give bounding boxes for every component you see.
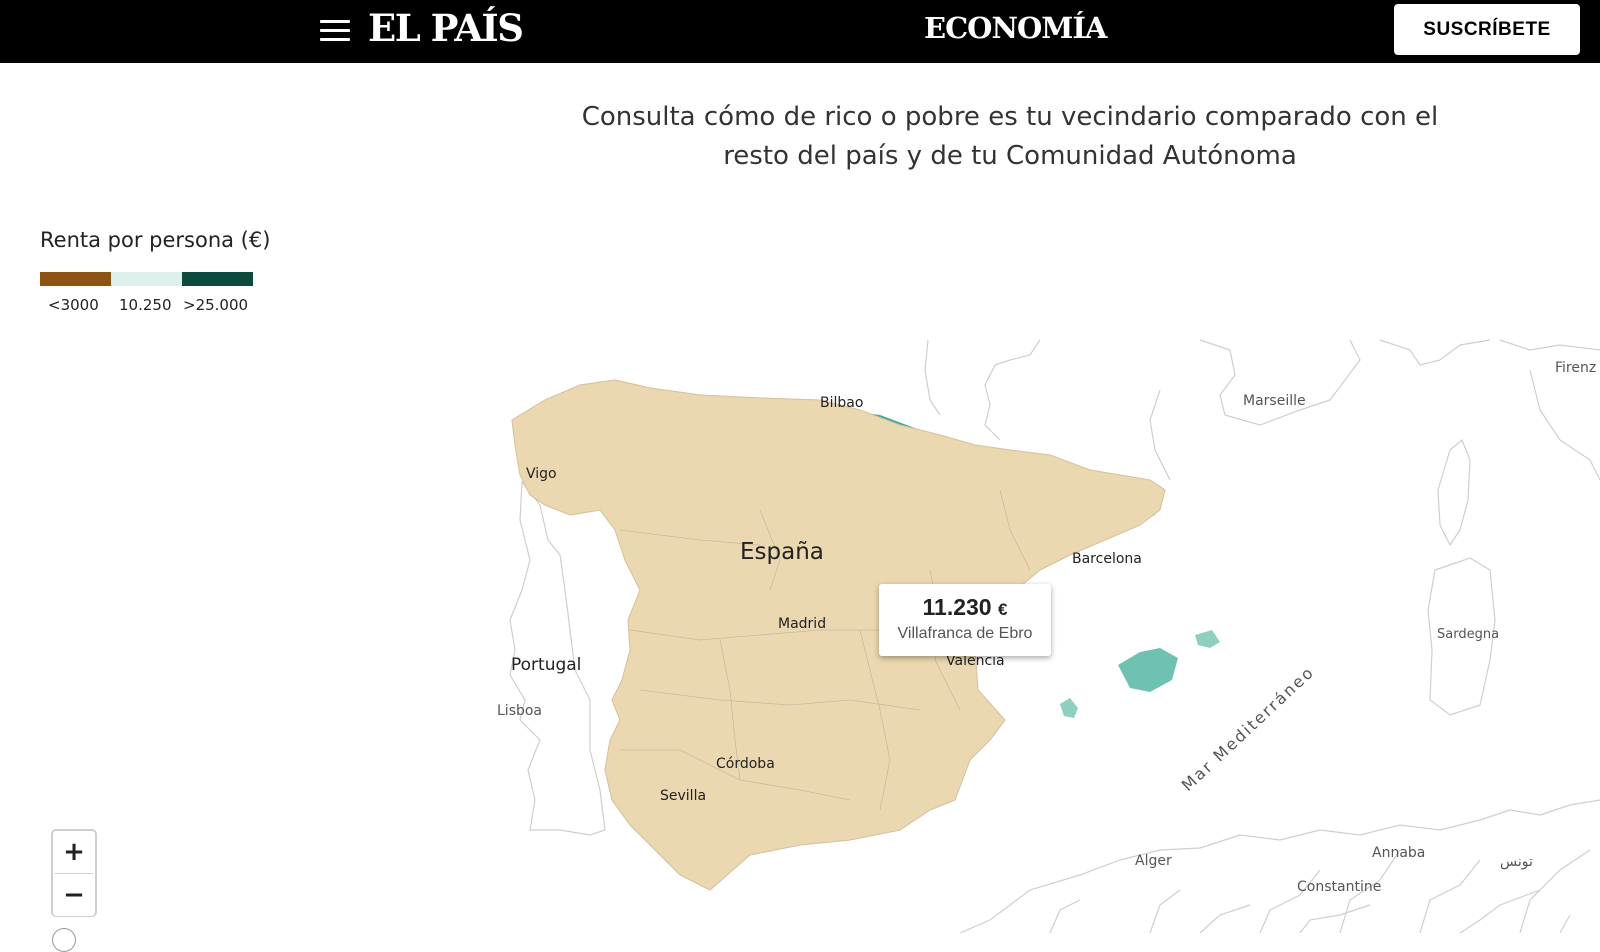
zoom-out-button[interactable]: − — [53, 874, 95, 916]
country-label-portugal: Portugal — [511, 655, 581, 675]
legend-swatch-low — [40, 272, 111, 286]
city-label-bilbao: Bilbao — [820, 395, 863, 411]
section-title[interactable]: ECONOMÍA — [924, 11, 1107, 45]
tooltip-value: 11.230 — [922, 594, 992, 620]
region-label-sardegna: Sardegna — [1437, 627, 1499, 642]
tooltip-place: Villafranca de Ebro — [897, 625, 1033, 642]
city-label-sevilla: Sevilla — [660, 788, 706, 804]
tooltip-unit: € — [998, 600, 1008, 619]
city-label-alger: Alger — [1135, 853, 1172, 869]
city-label-cordoba: Córdoba — [716, 756, 775, 772]
city-label-vigo: Vigo — [526, 466, 557, 482]
city-label-valencia: Valencia — [946, 653, 1005, 669]
zoom-in-button[interactable]: + — [53, 831, 95, 873]
city-label-marseille: Marseille — [1243, 393, 1306, 409]
intro-text: Consulta cómo de rico o pobre es tu veci… — [560, 98, 1460, 176]
background-borders — [509, 339, 1600, 933]
zoom-divider — [55, 873, 93, 874]
intro-line-2: resto del país y de tu Comunidad Autónom… — [723, 141, 1297, 171]
city-label-constantine: Constantine — [1297, 879, 1381, 895]
choropleth-map[interactable]: Bilbao Vigo España Madrid Barcelona Vale… — [0, 330, 1600, 933]
legend-label-low: <3000 — [48, 296, 99, 314]
city-label-tunis: تونس — [1500, 854, 1533, 870]
tooltip-value-row: 11.230 € — [879, 594, 1051, 621]
city-label-annaba: Annaba — [1372, 845, 1425, 861]
city-label-lisboa: Lisboa — [497, 703, 542, 719]
legend-labels: <3000 10.250 >25.000 — [40, 296, 270, 316]
city-label-madrid: Madrid — [778, 616, 826, 632]
legend-title: Renta por persona (€) — [40, 228, 271, 252]
legend-label-high: >25.000 — [183, 296, 249, 314]
legend-swatch-mid — [111, 272, 182, 286]
legend-color-scale — [40, 272, 253, 286]
subscribe-button[interactable]: SUSCRÍBETE — [1394, 4, 1580, 55]
spain-choropleth[interactable] — [511, 379, 1220, 891]
top-bar: EL PAÍS ECONOMÍA SUSCRÍBETE — [0, 0, 1600, 63]
country-label-espana: España — [740, 539, 824, 565]
intro-line-1: Consulta cómo de rico o pobre es tu veci… — [581, 102, 1439, 132]
legend-swatch-high — [182, 272, 253, 286]
city-label-firenze: Firenz — [1555, 360, 1596, 376]
legend-label-mid: 10.250 — [119, 296, 172, 314]
hamburger-menu-icon[interactable] — [320, 20, 350, 42]
sea-label-mediterraneo: Mar Mediterráneo — [1178, 662, 1318, 795]
brand-logo[interactable]: EL PAÍS — [368, 6, 524, 50]
city-label-barcelona: Barcelona — [1072, 551, 1142, 567]
attribution-info-icon[interactable] — [52, 928, 76, 952]
map-tooltip: 11.230 € Villafranca de Ebro — [879, 584, 1051, 656]
zoom-control: + − — [51, 829, 97, 917]
